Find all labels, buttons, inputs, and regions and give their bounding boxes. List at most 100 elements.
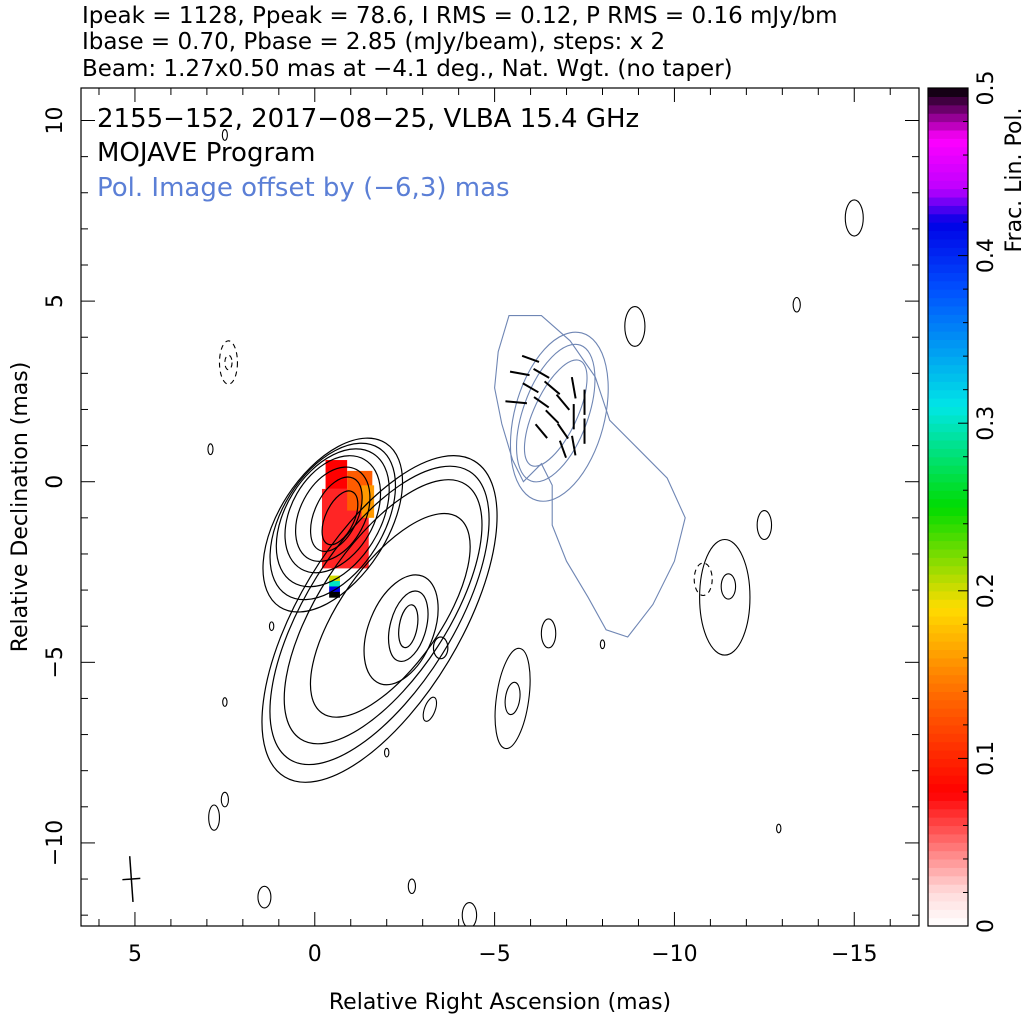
colorbar-swatch [928,691,968,701]
colorbar-swatch [928,666,968,676]
colorbar-swatch [928,113,968,123]
colorbar-swatch [928,263,968,273]
colorbar-swatch [928,733,968,743]
colorbar-swatch [928,205,968,215]
colorbar-swatch [928,850,968,860]
colorbar-swatch [928,481,968,491]
colorbar-swatch [928,532,968,542]
colorbar-swatch [928,155,968,165]
colorbar-swatch [928,196,968,206]
colorbar-tick-label: 0.1 [974,741,999,776]
colorbar-swatch [928,456,968,466]
colorbar-swatch [928,305,968,315]
colorbar-swatch [928,314,968,324]
colorbar-swatch [928,615,968,625]
core-contour [321,490,359,546]
colorbar-swatch [928,473,968,483]
colorbar-tick-label: 0 [974,919,999,933]
fracpol-streak-pixel [329,591,340,598]
isolated-contour [776,823,782,834]
beam-minor-axis [122,877,141,881]
colorbar-swatch [928,724,968,734]
plot-frame [80,87,920,927]
evpa-vector [505,400,528,405]
isolated-contour [384,747,390,758]
pol-contour [509,331,609,502]
program-label: MOJAVE Program [97,138,315,168]
y-tick-label: 0 [43,475,68,489]
colorbar-swatch [928,423,968,433]
isolated-contour [461,901,478,926]
isolated-contour [422,696,438,722]
isolated-contour [699,538,751,656]
evpa-vector [545,409,560,424]
colorbar-swatch [928,129,968,139]
header-line-2: Ibase = 0.70, Pbase = 2.85 (mJy/beam), s… [82,29,665,55]
colorbar-tick-label: 0.3 [974,406,999,441]
y-tick-label: 5 [43,294,68,308]
source-label: 2155−152, 2017−08−25, VLBA 15.4 GHz [97,104,639,134]
colorbar-tick-label: 0.2 [974,573,999,608]
colorbar-swatch [928,632,968,642]
colorbar-swatch [928,582,968,592]
colorbar-swatch [928,180,968,190]
colorbar-swatch [928,356,968,366]
fracpol-streak-pixel [329,581,340,587]
evpa-vector [570,376,577,399]
x-tick-label: 5 [128,942,142,967]
pol-outer-contour [494,315,686,638]
colorbar-swatch [928,624,968,634]
jet-contour [363,574,439,686]
colorbar: 0 0.1 0.2 0.3 0.4 0.5 [928,71,999,933]
colorbar-swatch [928,163,968,173]
core-contour [275,448,390,588]
colorbar-swatch [928,498,968,508]
y-axis-label: Relative Declination (mas) [8,362,33,653]
colorbar-swatch [928,858,968,868]
core-contour [309,476,363,552]
colorbar-swatch [928,230,968,240]
isolated-contour [220,791,230,808]
colorbar-swatch [928,741,968,751]
colorbar-swatch [928,213,968,223]
colorbar-swatch [928,88,968,97]
colorbar-swatch [928,188,968,198]
isolated-contour [222,697,228,707]
colorbar-swatch [928,121,968,131]
colorbar-swatch [928,540,968,550]
colorbar-swatch [928,439,968,449]
jet-contour [283,479,483,745]
colorbar-tick-label: 0.4 [974,238,999,273]
evpa-vector [533,367,550,379]
isolated-contour [720,573,737,600]
jet-contour [261,455,498,783]
jet-contour [309,512,471,718]
colorbar-swatch [928,138,968,148]
core-contour [262,437,404,613]
fracpol-pixel-block [325,460,348,489]
colorbar-label: Frac. Lin. Pol. [1002,107,1027,252]
colorbar-swatch [928,255,968,265]
colorbar-swatch [928,574,968,584]
colorbar-swatch [928,322,968,332]
colorbar-swatch [928,884,968,894]
evpa-vector [571,435,577,456]
jet-contour [432,636,449,660]
negative-contour [224,354,233,371]
evpa-vector [534,423,548,439]
colorbar-swatch [928,791,968,801]
colorbar-swatch [928,247,968,257]
colorbar-swatch [928,523,968,533]
isolated-contour [257,885,272,909]
colorbar-swatch [928,171,968,181]
evpa-vector [556,423,569,440]
colorbar-swatch [928,557,968,567]
colorbar-swatch [928,808,968,818]
colorbar-swatch [928,331,968,340]
colorbar-swatch [928,900,968,910]
colorbar-swatch [928,875,968,885]
colorbar-swatch [928,507,968,516]
colorbar-swatch [928,339,968,349]
core-contour [284,455,382,574]
